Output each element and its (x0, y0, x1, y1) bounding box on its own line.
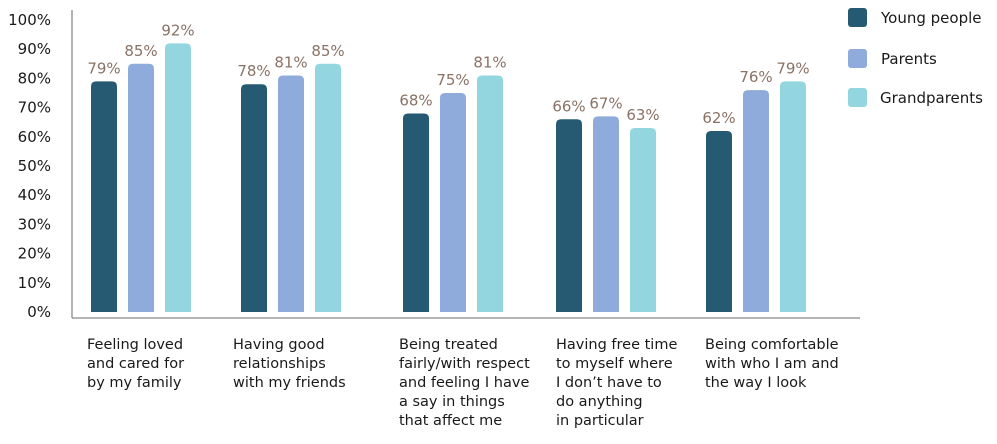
category-label: Feeling loved and cared for by my family (87, 337, 184, 391)
category-labels: Feeling loved and cared for by my family Ha… (87, 337, 839, 429)
y-axis-ticks: 0% 10% 20% 30% 40% 50% 60% 70% 80% 90% 100% (8, 11, 51, 321)
legend-swatch (848, 8, 867, 27)
bars (91, 43, 806, 313)
data-labels: 79% 78%68% 66%62%85%81%75%67%76%92%85%81%6… (87, 21, 809, 127)
bar-grandparents (165, 43, 191, 313)
bar-young-people (403, 113, 429, 312)
y-tick-label: 100% (8, 11, 51, 29)
data-label: 85% (124, 42, 157, 60)
bar-parents (128, 63, 154, 312)
data-label: 78% (237, 62, 270, 80)
legend: Young people Parents Grandparents (848, 8, 983, 107)
data-label: 81% (473, 53, 506, 71)
data-label: 79% (87, 59, 120, 77)
y-tick-label: 0% (27, 303, 51, 321)
data-label: 79% (776, 59, 809, 77)
y-tick-label: 70% (18, 99, 51, 117)
legend-label: Young people (880, 9, 982, 27)
y-tick-label: 10% (18, 274, 51, 292)
bar-young-people (556, 119, 582, 312)
data-label: 63% (626, 106, 659, 124)
legend-swatch (848, 49, 867, 68)
category-label: Being treated fairly/with respect and feel… (399, 337, 530, 429)
y-tick-label: 60% (18, 128, 51, 146)
legend-item: Young people (848, 8, 982, 27)
bar-grandparents (315, 63, 341, 312)
category-label: Having free time to myself where I don’t h… (556, 337, 677, 429)
legend-swatch (848, 88, 867, 107)
data-label: 75% (436, 71, 469, 89)
category-label: Having good relationships with my friends (233, 337, 346, 391)
data-label: 67% (589, 94, 622, 112)
data-label: 68% (399, 91, 432, 109)
bar-grandparents (780, 81, 806, 312)
legend-item: Parents (848, 49, 937, 68)
y-tick-label: 80% (18, 69, 51, 87)
bar-grandparents (477, 75, 503, 312)
data-label: 76% (739, 68, 772, 86)
axes (71, 10, 860, 319)
bar-grandparents (630, 128, 656, 312)
y-tick-label: 30% (18, 215, 51, 233)
bar-parents (743, 90, 769, 312)
data-label: 62% (702, 109, 735, 127)
bar-parents (440, 93, 466, 312)
bar-parents (278, 75, 304, 312)
y-tick-label: 40% (18, 186, 51, 204)
data-label: 92% (161, 21, 194, 39)
y-tick-label: 50% (18, 157, 51, 175)
data-label: 85% (311, 42, 344, 60)
data-label: 66% (552, 97, 585, 115)
y-tick-label: 20% (18, 245, 51, 263)
data-label: 81% (274, 53, 307, 71)
legend-label: Grandparents (880, 89, 983, 107)
bar-parents (593, 116, 619, 312)
legend-label: Parents (881, 50, 937, 68)
legend-item: Grandparents (848, 88, 983, 107)
y-tick-label: 90% (18, 40, 51, 58)
bar-young-people (241, 84, 267, 313)
bar-young-people (706, 130, 732, 312)
category-label: Being comfortable with who I am and the wa… (705, 337, 839, 391)
bar-young-people (91, 81, 117, 312)
